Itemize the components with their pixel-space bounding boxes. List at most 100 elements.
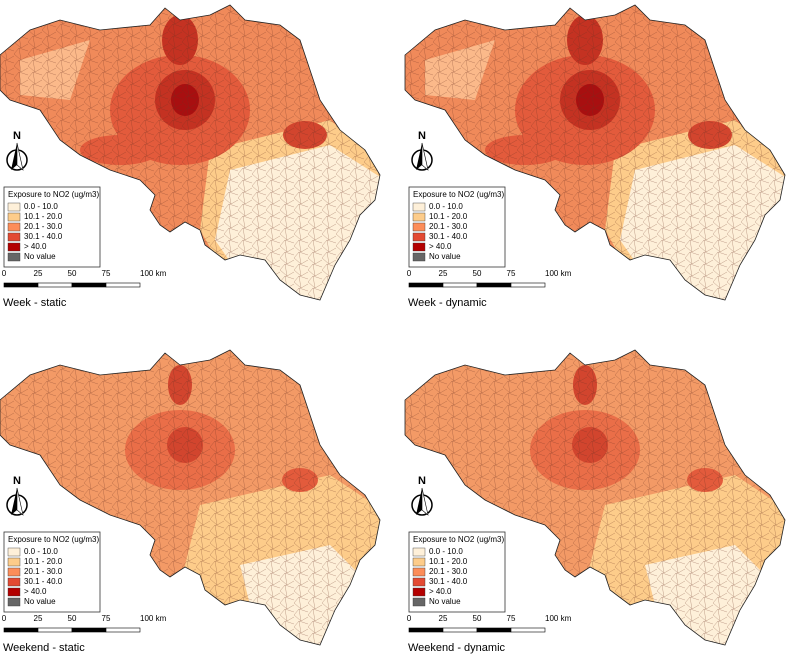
legend-swatch <box>412 557 426 567</box>
scale-label: 25 <box>439 269 448 278</box>
legend-item: 20.1 - 30.0 <box>429 222 468 231</box>
north-needle-half <box>421 142 429 171</box>
legend-swatch <box>412 222 426 232</box>
legend-item: 10.1 - 20.0 <box>429 557 468 566</box>
north-arrow: N <box>411 475 433 516</box>
scale-label: 0 <box>407 269 412 278</box>
scale-label: 0 <box>2 269 7 278</box>
legend-item: No value <box>429 252 461 261</box>
scale-label: 25 <box>34 614 43 623</box>
legend-title: Exposure to NO2 (ug/m3) <box>413 535 504 544</box>
north-arrow: N <box>6 130 28 171</box>
legend-item: 10.1 - 20.0 <box>24 557 63 566</box>
north-label: N <box>13 475 21 487</box>
scale-label: 0 <box>407 614 412 623</box>
legend-item: 0.0 - 10.0 <box>24 202 58 211</box>
scale-segment <box>408 282 444 288</box>
scale-segment <box>71 627 107 633</box>
legend-swatch <box>412 567 426 577</box>
legend-item: 30.1 - 40.0 <box>429 577 468 586</box>
north-label: N <box>418 130 426 142</box>
legend-title: Exposure to NO2 (ug/m3) <box>8 190 99 199</box>
legend-swatch <box>412 547 426 557</box>
legend-swatch <box>7 567 21 577</box>
north-needle-half <box>16 487 24 516</box>
legend-item: > 40.0 <box>24 242 47 251</box>
scale-label: 25 <box>34 269 43 278</box>
scale-segment <box>105 627 141 633</box>
scale-segment <box>510 282 546 288</box>
legend-swatch <box>7 547 21 557</box>
legend-swatch <box>7 577 21 587</box>
scale-label: 75 <box>507 269 516 278</box>
scale-label: 100 km <box>545 269 572 278</box>
legend-swatch <box>412 597 426 607</box>
north-arrow: N <box>411 130 433 171</box>
scale-label: 50 <box>68 269 77 278</box>
scale-label: 100 km <box>140 614 167 623</box>
scale-label: 50 <box>68 614 77 623</box>
scale-segment <box>37 627 73 633</box>
scale-label: 0 <box>2 614 7 623</box>
scale-bar: 0 25 50 75 100 km <box>407 269 572 288</box>
scale-label: 50 <box>473 614 482 623</box>
panel-title: Week - static <box>3 297 67 309</box>
north-label: N <box>13 130 21 142</box>
scale-label: 100 km <box>545 614 572 623</box>
legend-swatch <box>412 202 426 212</box>
legend-item: > 40.0 <box>429 242 452 251</box>
scale-segment <box>510 627 546 633</box>
legend-item: No value <box>429 597 461 606</box>
legend-item: > 40.0 <box>429 587 452 596</box>
legend-swatch <box>7 597 21 607</box>
legend-item: 10.1 - 20.0 <box>24 212 63 221</box>
scale-segment <box>71 282 107 288</box>
legend-swatch <box>7 232 21 242</box>
scale-segment <box>442 282 478 288</box>
scale-label: 75 <box>102 269 111 278</box>
panel-title: Weekend - static <box>3 642 85 654</box>
legend-title: Exposure to NO2 (ug/m3) <box>413 190 504 199</box>
legend-item: 20.1 - 30.0 <box>24 222 63 231</box>
scale-segment <box>408 627 444 633</box>
scale-label: 100 km <box>140 269 167 278</box>
legend-swatch <box>7 212 21 222</box>
legend-item: 10.1 - 20.0 <box>429 212 468 221</box>
legend-swatch <box>412 252 426 262</box>
legend-swatch <box>412 232 426 242</box>
scale-segment <box>105 282 141 288</box>
legend-swatch <box>412 577 426 587</box>
legend-item: 30.1 - 40.0 <box>429 232 468 241</box>
legend-item: No value <box>24 597 56 606</box>
legend-swatch <box>7 202 21 212</box>
scale-label: 75 <box>507 614 516 623</box>
scale-segment <box>476 282 512 288</box>
legend-swatch <box>7 557 21 567</box>
scale-segment <box>37 282 73 288</box>
legend: Exposure to NO2 (ug/m3) 0.0 - 10.010.1 - … <box>408 186 506 268</box>
legend-swatch <box>7 242 21 252</box>
scale-segment <box>3 627 39 633</box>
legend-item: No value <box>24 252 56 261</box>
legend-swatch <box>7 587 21 597</box>
legend-item: 0.0 - 10.0 <box>429 547 463 556</box>
legend-swatch <box>412 242 426 252</box>
legend-item: 20.1 - 30.0 <box>24 567 63 576</box>
north-label: N <box>418 475 426 487</box>
map-panel: N Exposure to NO2 (ug/m3) 0.0 - 10.010.1 -… <box>0 0 390 310</box>
legend-swatch <box>7 222 21 232</box>
legend-swatch <box>412 587 426 597</box>
scale-segment <box>3 282 39 288</box>
legend-item: 0.0 - 10.0 <box>429 202 463 211</box>
scale-segment <box>476 627 512 633</box>
north-needle-half <box>421 487 429 516</box>
panel-title: Week - dynamic <box>408 297 487 309</box>
legend: Exposure to NO2 (ug/m3) 0.0 - 10.010.1 - … <box>3 186 101 268</box>
north-needle-half <box>16 142 24 171</box>
legend: Exposure to NO2 (ug/m3) 0.0 - 10.010.1 - … <box>408 531 506 613</box>
scale-segment <box>442 627 478 633</box>
scale-bar: 0 25 50 75 100 km <box>2 614 167 633</box>
panel-title: Weekend - dynamic <box>408 642 506 654</box>
map-panel: N Exposure to NO2 (ug/m3) 0.0 - 10.010.1 -… <box>405 0 787 310</box>
